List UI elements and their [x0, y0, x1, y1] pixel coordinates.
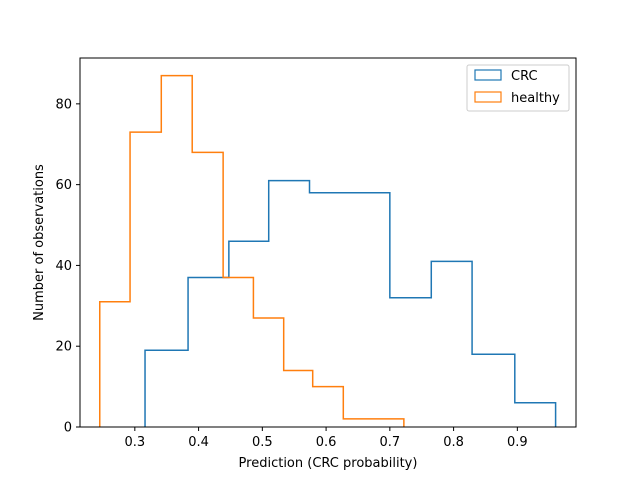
legend-swatch-healthy [474, 91, 502, 103]
plot-frame [79, 57, 577, 428]
legend: CRC healthy [466, 64, 570, 112]
x-tick-label: 0.9 [507, 435, 528, 450]
legend-label-CRC: CRC [511, 69, 538, 84]
plot-marks [99, 74, 557, 427]
x-tick-label: 0.6 [316, 435, 337, 450]
x-tick-label: 0.3 [124, 435, 145, 450]
legend-label-healthy: healthy [511, 91, 560, 106]
series-CRC-step [144, 179, 557, 427]
y-tick-label: 0 [64, 421, 72, 436]
y-tick-label: 60 [55, 178, 72, 193]
y-tick-label: 40 [55, 259, 72, 274]
y-tick-label: 20 [55, 340, 72, 355]
legend-swatch-CRC [474, 69, 502, 81]
y-axis: 0 20 40 60 80 [55, 97, 80, 436]
y-axis-label: Number of observations [32, 164, 47, 321]
series-healthy-step [99, 74, 405, 427]
x-tick-label: 0.7 [379, 435, 400, 450]
x-axis-label: Prediction (CRC probability) [239, 456, 418, 471]
x-tick-label: 0.8 [443, 435, 464, 450]
legend-box [466, 64, 570, 112]
x-axis: 0.3 0.4 0.5 0.6 0.7 0.8 0.9 [124, 427, 528, 450]
x-tick-label: 0.4 [188, 435, 209, 450]
x-tick-label: 0.5 [252, 435, 273, 450]
y-tick-label: 80 [55, 97, 72, 112]
